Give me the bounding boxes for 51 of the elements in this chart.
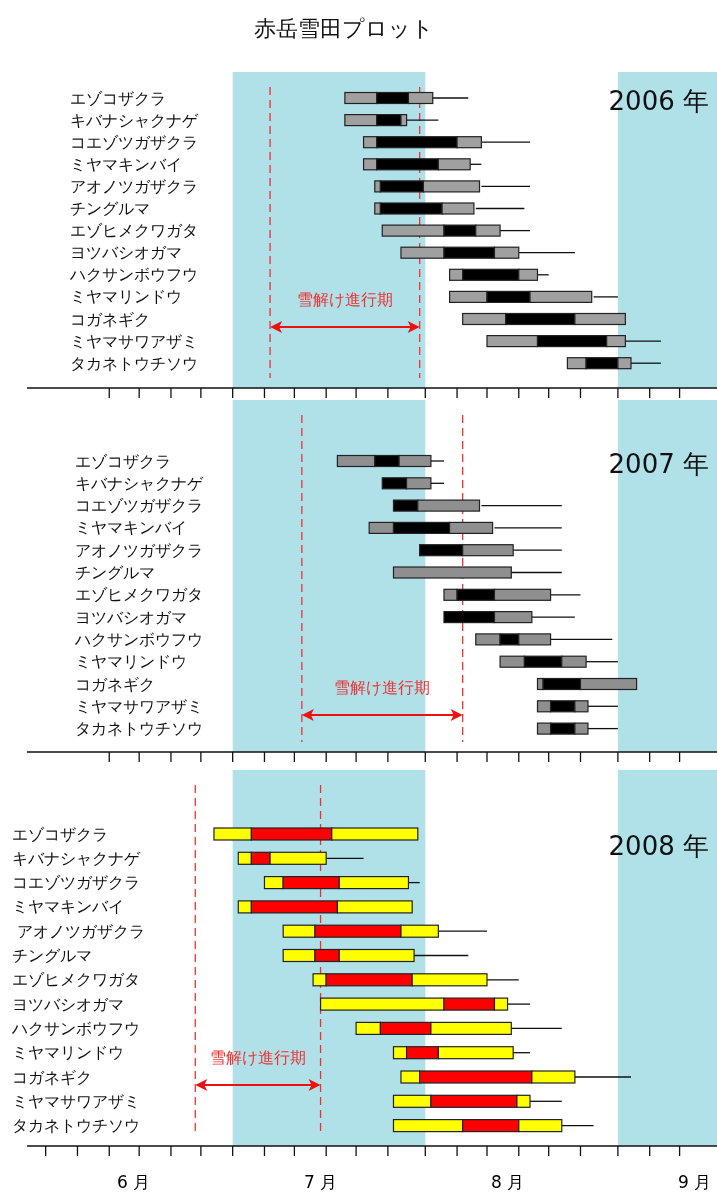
x-tick-label: 7 月 [303,1172,338,1192]
y-tick-label: アオノツガザクラ [12,921,146,941]
chart-title: 赤岳雪田プロット [253,16,434,41]
bar [392,566,512,579]
y-tick-label: ミヤマサワアザミ [12,1091,140,1111]
y-tick-label: エゾヒメクワガタ [12,970,140,990]
annotation: 雪解け進行期 [209,1048,306,1067]
y-tick-label: コエゾツガザクラ [70,132,198,152]
y-tick-label: コガネギク [75,674,155,694]
y-tick-label: ヨツバシオガマ [75,607,187,627]
y-tick-label: ミヤマリンドウ [70,287,182,307]
y-tick-label: エゾヒメクワガタ [70,221,198,241]
y-tick-label: アオノツガザクラ [70,176,198,196]
x-tick-label: 6 月 [116,1172,151,1192]
y-tick-label: コガネギク [70,309,150,329]
annotation: 2006 年 [608,86,709,116]
y-tick-label: チングルマ [70,199,150,218]
y-tick-label: キバナシャクナゲ [75,473,204,493]
y-tick-label: ミヤマキンバイ [12,897,124,917]
y-tick-label: エゾヒメクワガタ [75,585,203,605]
y-tick-label: エゾコザクラ [75,451,171,471]
y-tick-label: エゾコザクラ [70,88,166,108]
annotation: 2008 年 [608,831,709,861]
y-tick-label: ヨツバシオガマ [70,243,182,263]
y-tick-label: ヨツバシオガマ [12,994,124,1014]
y-tick-label: タカネトウチソウ [75,719,203,739]
y-tick-label: ハクサンボウフウ [69,265,198,285]
y-tick-label: ミヤマキンバイ [75,518,187,538]
y-tick-label: ミヤマリンドウ [75,652,187,672]
y-tick-label: ハクサンボウフウ [11,1018,140,1038]
x-tick-label: 9 月 [677,1172,712,1192]
y-tick-label: ミヤマサワアザミ [70,331,198,351]
y-tick-label: アオノツガザクラ [75,540,203,560]
y-tick-label: コガネギク [12,1067,92,1087]
y-tick-label: チングルマ [75,563,155,582]
y-tick-label: ミヤマリンドウ [12,1043,124,1063]
y-tick-label: キバナシャクナゲ [70,110,199,130]
x-tick-label: 8 月 [490,1172,525,1192]
y-tick-label: チングルマ [12,946,92,965]
y-tick-label: ミヤマキンバイ [70,154,182,174]
y-tick-label: タカネトウチソウ [12,1116,140,1136]
y-tick-label: コエゾツガザクラ [12,873,140,893]
y-tick-label: ハクサンボウフウ [74,629,203,649]
annotation: 2007 年 [608,449,709,479]
y-tick-label: タカネトウチソウ [70,353,198,373]
y-tick-label: キバナシャクナゲ [12,848,141,868]
annotation: 雪解け進行期 [334,678,431,697]
y-tick-label: ミヤマサワアザミ [75,696,203,716]
annotation: 雪解け進行期 [296,290,393,309]
y-tick-label: エゾコザクラ [12,824,108,844]
y-tick-label: コエゾツガザクラ [75,496,203,516]
